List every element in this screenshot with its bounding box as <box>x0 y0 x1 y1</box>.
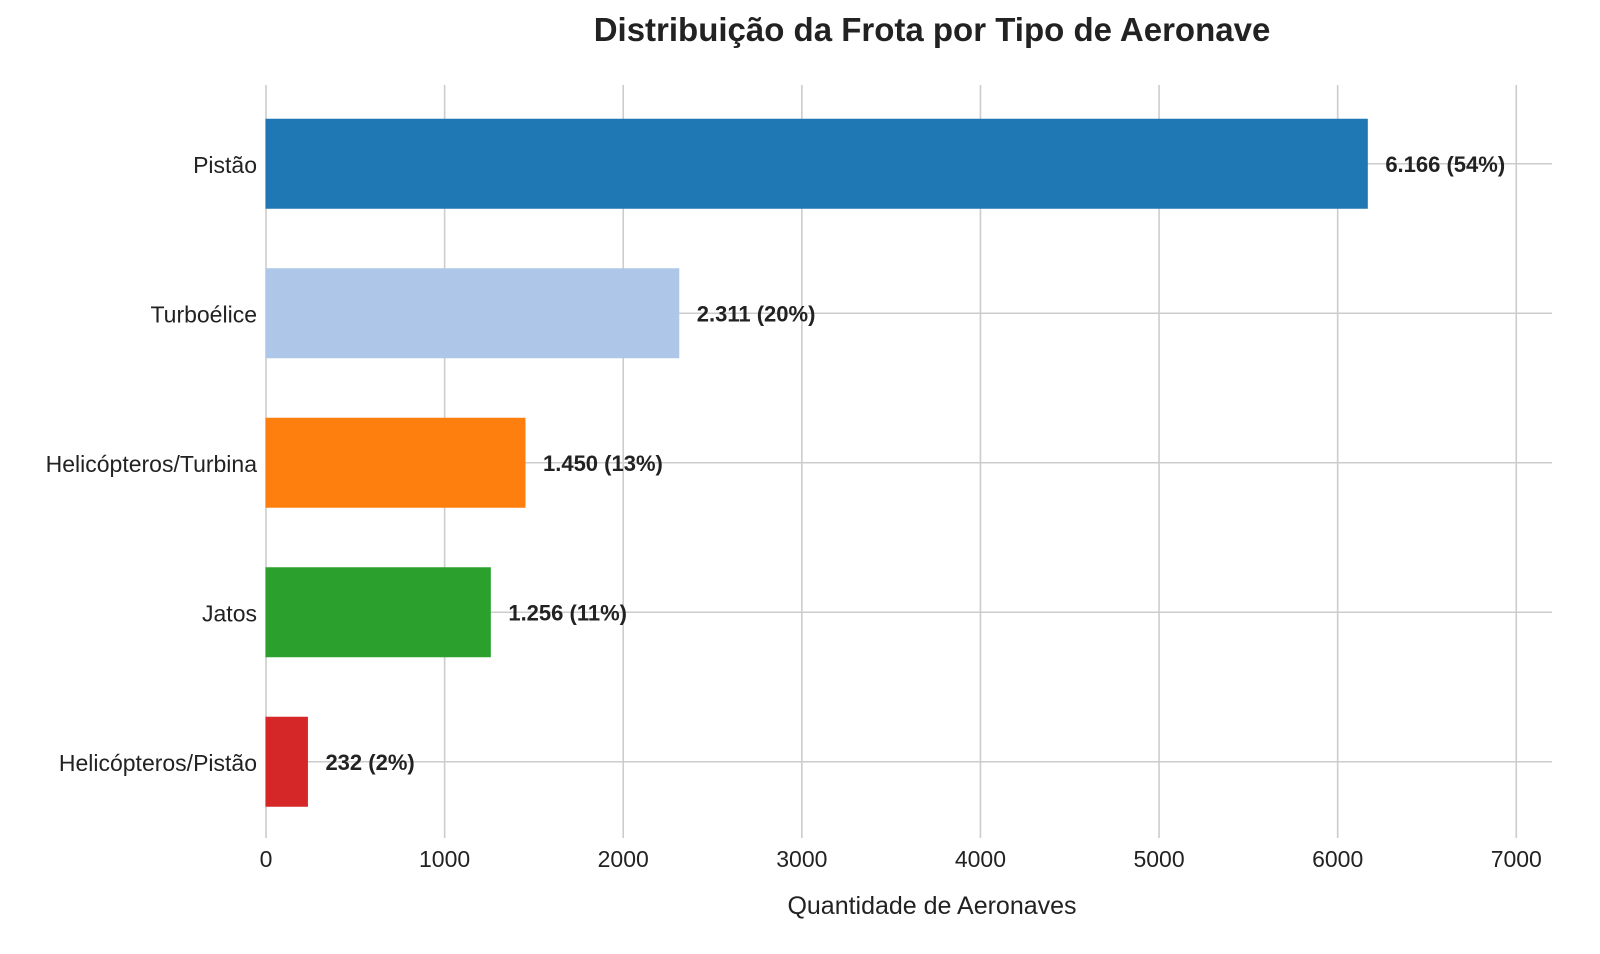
x-tick-label: 7000 <box>1491 846 1542 872</box>
data-labels: 6.166 (54%) 2.311 (20%) 1.450 (13%) 1.256 (… <box>325 152 1505 775</box>
data-label: 1.256 (11%) <box>508 600 627 625</box>
chart-title: Distribuição da Frota por Tipo de Aerona… <box>594 11 1271 48</box>
bar <box>265 567 491 658</box>
data-label: 1.450 (13%) <box>543 451 663 476</box>
x-tick-label: 0 <box>260 846 273 872</box>
x-axis-label: Quantidade de Aeronaves <box>787 892 1076 920</box>
y-tick-labels: Pistão Turboélice Helicópteros/Turbina Jato… <box>46 152 258 776</box>
data-label: 2.311 (20%) <box>697 301 816 326</box>
category-label: Turboélice <box>150 301 257 327</box>
x-tick-label: 5000 <box>1133 846 1184 872</box>
bar <box>265 716 308 807</box>
x-tick-labels: 0 1000 2000 3000 4000 5000 6000 7000 <box>260 846 1542 872</box>
bars <box>265 118 1368 807</box>
x-tick-label: 4000 <box>955 846 1006 872</box>
category-label: Helicópteros/Pistão <box>59 750 257 776</box>
category-label: Helicópteros/Turbina <box>46 451 258 477</box>
data-label: 232 (2%) <box>325 750 414 775</box>
data-label: 6.166 (54%) <box>1385 152 1505 177</box>
x-tick-label: 6000 <box>1312 846 1363 872</box>
x-tick-label: 2000 <box>598 846 649 872</box>
bar <box>265 268 680 359</box>
category-label: Jatos <box>202 600 257 626</box>
bar <box>265 417 526 508</box>
x-tick-label: 1000 <box>419 846 470 872</box>
x-tick-label: 3000 <box>776 846 827 872</box>
bar <box>265 118 1368 209</box>
category-label: Pistão <box>193 152 257 178</box>
